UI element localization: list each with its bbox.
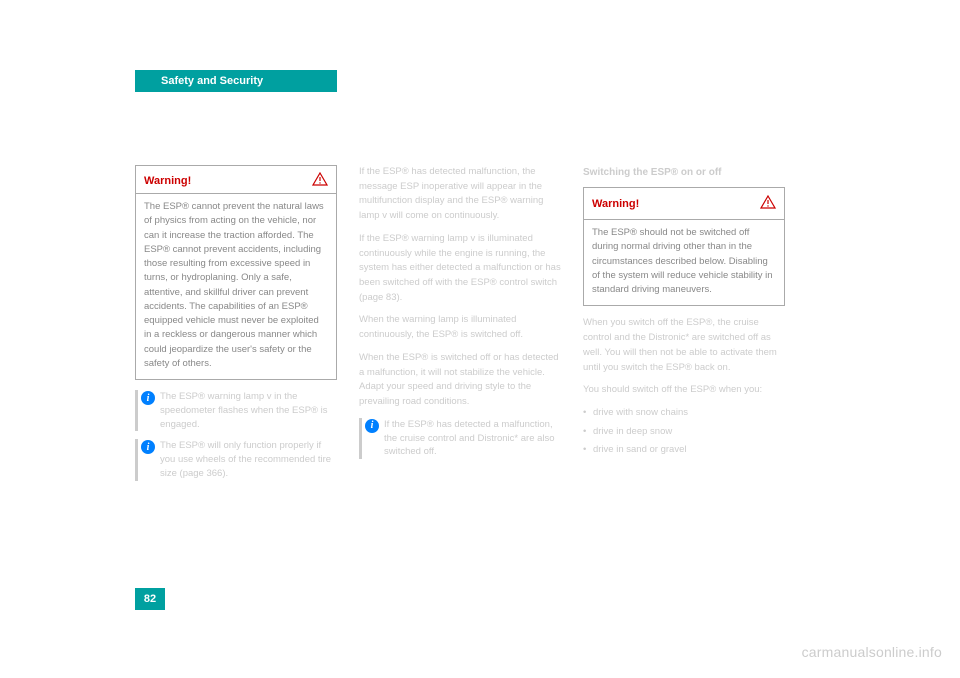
- info-icon-wrap: i: [138, 439, 160, 480]
- column-3: Switching the ESP® on or off Warning! Th…: [583, 165, 785, 489]
- paragraph: When the warning lamp is illuminated con…: [359, 313, 561, 342]
- manual-page: Safety and Security Warning! The ESP® ca…: [135, 70, 835, 610]
- bullet-icon: •: [583, 443, 593, 458]
- content-columns: Warning! The ESP® cannot prevent the nat…: [135, 165, 835, 489]
- info-icon: i: [141, 391, 155, 405]
- list-item: •drive in deep snow: [583, 425, 785, 440]
- info-block-1: i The ESP® warning lamp v in the speedom…: [135, 390, 337, 431]
- page-number: 82: [135, 588, 165, 610]
- paragraph: If the ESP® has detected malfunction, th…: [359, 165, 561, 224]
- section-header: Safety and Security: [135, 70, 337, 92]
- info-block-2: i The ESP® will only function properly i…: [135, 439, 337, 480]
- paragraph: If the ESP® warning lamp v is illuminate…: [359, 232, 561, 306]
- list-item: •drive with snow chains: [583, 406, 785, 421]
- warning-box-2: Warning! The ESP® should not be switched…: [583, 187, 785, 307]
- column-2: If the ESP® has detected malfunction, th…: [359, 165, 561, 489]
- paragraph: When the ESP® is switched off or has det…: [359, 351, 561, 410]
- paragraph: When you switch off the ESP®, the cruise…: [583, 316, 785, 375]
- warning-title: Warning!: [144, 175, 191, 187]
- info-icon: i: [141, 440, 155, 454]
- list-item: •drive in sand or gravel: [583, 443, 785, 458]
- warning-header: Warning!: [584, 188, 784, 221]
- warning-body-text: The ESP® cannot prevent the natural laws…: [136, 194, 336, 379]
- column-1: Warning! The ESP® cannot prevent the nat…: [135, 165, 337, 489]
- bullet-icon: •: [583, 406, 593, 421]
- info-block-3: i If the ESP® has detected a malfunction…: [359, 418, 561, 459]
- info-text: The ESP® will only function properly if …: [160, 439, 337, 480]
- bullet-icon: •: [583, 425, 593, 440]
- section-title: Safety and Security: [161, 75, 263, 87]
- bullet-text: drive with snow chains: [593, 406, 688, 421]
- info-icon: i: [365, 419, 379, 433]
- subheading: Switching the ESP® on or off: [583, 165, 785, 181]
- warning-header: Warning!: [136, 166, 336, 194]
- warning-triangle-icon: [312, 172, 328, 189]
- bullet-text: drive in sand or gravel: [593, 443, 686, 458]
- warning-title: Warning!: [592, 196, 639, 213]
- paragraph: You should switch off the ESP® when you:: [583, 383, 785, 398]
- watermark: carmanualsonline.info: [802, 644, 942, 660]
- bullet-text: drive in deep snow: [593, 425, 672, 440]
- warning-body-text: The ESP® should not be switched off duri…: [584, 220, 784, 305]
- warning-box-1: Warning! The ESP® cannot prevent the nat…: [135, 165, 337, 380]
- warning-triangle-icon: [760, 194, 776, 216]
- info-icon-wrap: i: [362, 418, 384, 459]
- info-text: If the ESP® has detected a malfunction, …: [384, 418, 561, 459]
- info-text: The ESP® warning lamp v in the speedomet…: [160, 390, 337, 431]
- info-icon-wrap: i: [138, 390, 160, 431]
